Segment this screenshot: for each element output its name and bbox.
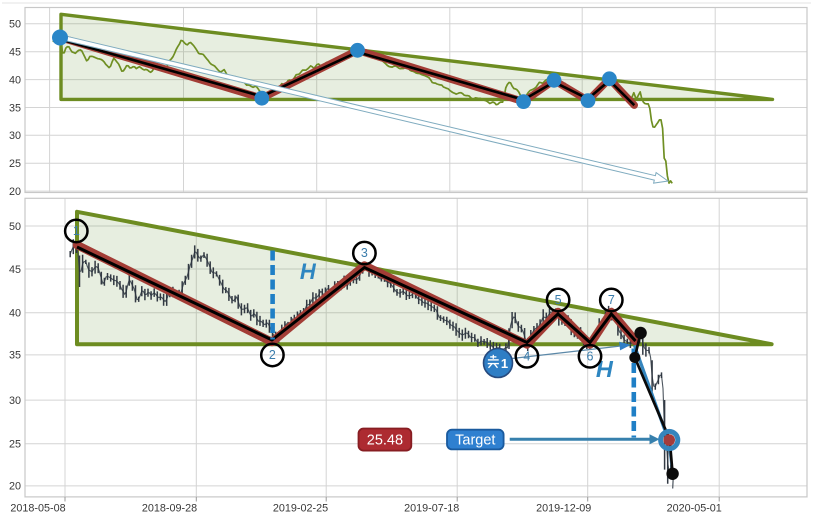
svg-text:45: 45 (9, 264, 21, 276)
svg-text:7: 7 (608, 293, 615, 307)
svg-text:Target: Target (455, 433, 495, 449)
svg-text:3: 3 (361, 246, 368, 260)
svg-text:5: 5 (555, 293, 562, 307)
svg-text:2019-02-25: 2019-02-25 (273, 503, 328, 515)
svg-text:2018-09-28: 2018-09-28 (142, 503, 197, 515)
svg-text:2018-05-08: 2018-05-08 (10, 503, 65, 515)
svg-text:30: 30 (9, 130, 21, 142)
svg-text:35: 35 (9, 350, 21, 362)
svg-text:2020-05-01: 2020-05-01 (667, 503, 722, 515)
svg-text:2019-07-18: 2019-07-18 (404, 503, 459, 515)
svg-text:40: 40 (9, 74, 21, 86)
svg-text:20: 20 (9, 481, 21, 493)
svg-text:6: 6 (587, 349, 594, 363)
svg-text:45: 45 (9, 47, 21, 59)
svg-text:2: 2 (269, 348, 276, 362)
svg-text:H: H (300, 259, 317, 284)
svg-text:30: 30 (9, 395, 21, 407)
svg-text:25.48: 25.48 (367, 432, 403, 448)
svg-text:H: H (596, 356, 614, 382)
svg-text:1: 1 (501, 356, 508, 371)
svg-text:4: 4 (523, 349, 530, 363)
svg-text:1: 1 (73, 224, 80, 238)
svg-text:25: 25 (9, 439, 21, 451)
svg-text:50: 50 (9, 19, 21, 31)
svg-text:25: 25 (9, 158, 21, 170)
svg-text:20: 20 (9, 186, 21, 198)
svg-text:2019-12-09: 2019-12-09 (536, 503, 591, 515)
svg-text:40: 40 (9, 308, 21, 320)
svg-text:50: 50 (9, 221, 21, 233)
svg-text:35: 35 (9, 102, 21, 114)
